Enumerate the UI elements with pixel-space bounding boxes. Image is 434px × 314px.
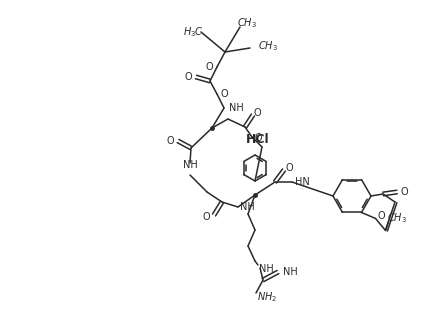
Text: NH: NH	[240, 202, 254, 212]
Text: $CH_3$: $CH_3$	[237, 16, 256, 30]
Text: O: O	[254, 133, 262, 143]
Text: HN: HN	[294, 177, 309, 187]
Text: O: O	[205, 62, 213, 72]
Text: HCl: HCl	[246, 133, 269, 147]
Text: O: O	[166, 136, 174, 146]
Text: O: O	[400, 187, 408, 197]
Text: NH: NH	[228, 103, 243, 113]
Text: O: O	[253, 108, 261, 118]
Text: O: O	[377, 211, 384, 221]
Text: O: O	[184, 72, 191, 82]
Text: NH: NH	[258, 264, 273, 274]
Text: $CH_3$: $CH_3$	[387, 212, 407, 225]
Text: $NH_2$: $NH_2$	[256, 290, 276, 304]
Text: NH: NH	[283, 267, 297, 277]
Text: O: O	[202, 212, 210, 222]
Text: $CH_3$: $CH_3$	[257, 39, 277, 53]
Text: $H_3C$: $H_3C$	[182, 25, 203, 39]
Text: NH: NH	[182, 160, 197, 170]
Text: O: O	[220, 89, 228, 99]
Text: O: O	[285, 163, 293, 173]
